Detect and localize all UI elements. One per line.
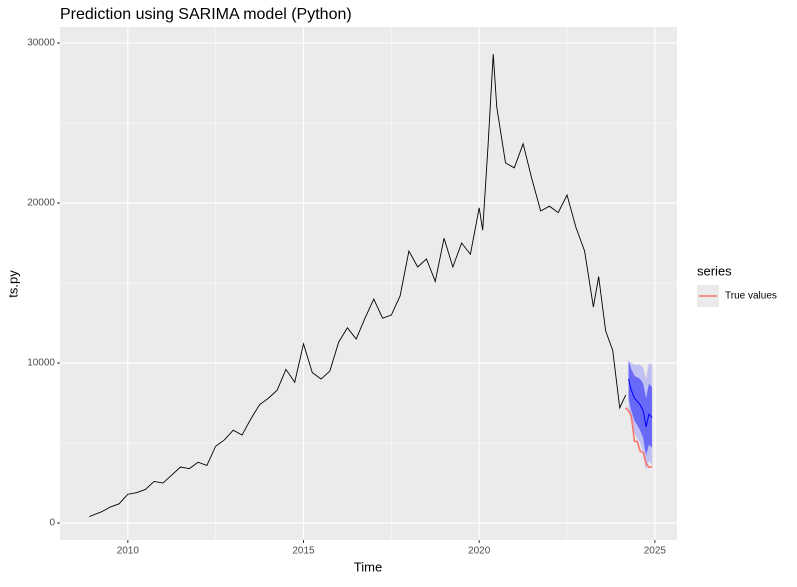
series-line [625,407,653,468]
legend-title: series [697,263,732,278]
y-tick-label: 30000 [27,38,55,49]
forecast-line [628,378,653,428]
x-tick-label: 2015 [292,546,315,557]
interval-80 [628,359,653,456]
x-tick-label: 2020 [468,546,491,557]
series-line [88,54,627,518]
x-tick-label: 2025 [644,546,667,557]
y-tick-label: 20000 [27,198,55,209]
x-axis-label: Time [354,559,382,574]
chart-title: Prediction using SARIMA model (Python) [60,6,352,23]
interval-95 [628,361,653,471]
y-tick-label: 10000 [27,358,55,369]
legend-label: True values [725,291,777,302]
x-tick-label: 2010 [117,546,140,557]
plot-panel [60,27,677,540]
y-axis-label: ts.py [5,270,20,298]
y-tick-label: 0 [49,518,55,529]
